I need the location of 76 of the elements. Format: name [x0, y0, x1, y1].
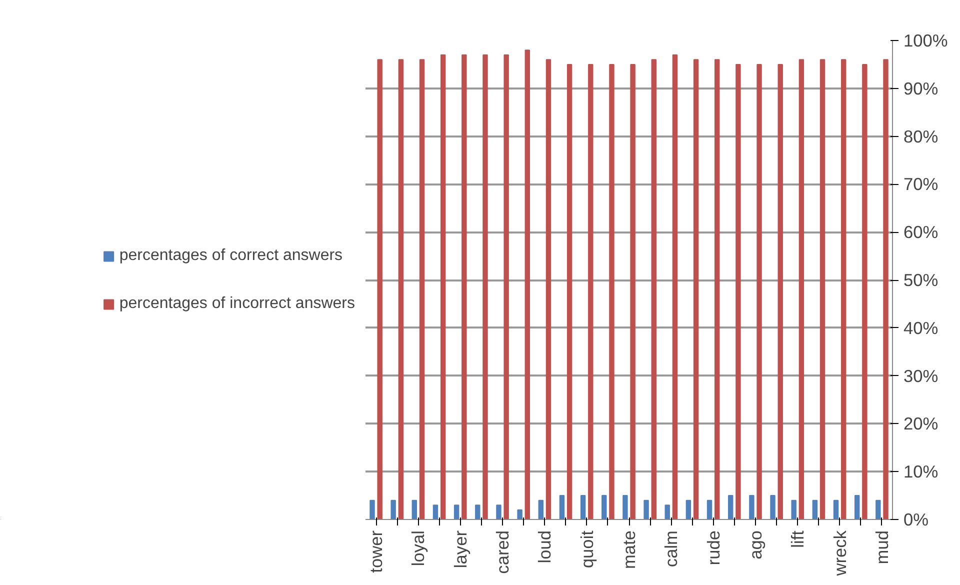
x-tick-label: tower [366, 530, 386, 573]
y-tick-label: 90% [904, 78, 938, 98]
x-tick-label: layer [450, 530, 470, 568]
x-tick-label: wreck [830, 530, 850, 577]
bar [496, 504, 502, 520]
bar [798, 59, 804, 520]
x-tick-label: quoit [576, 530, 597, 568]
bar [736, 64, 741, 520]
x-tick-label: loyal [408, 530, 428, 566]
bar [622, 495, 628, 520]
y-tick-label: 40% [904, 318, 938, 338]
y-tick-label: 30% [904, 366, 938, 386]
bar [580, 495, 586, 520]
bar [706, 500, 712, 520]
bar [504, 54, 509, 520]
bar [538, 500, 544, 520]
bar [524, 50, 530, 520]
x-tick-label: cared [492, 530, 513, 574]
bar [377, 59, 382, 520]
legend-label: percentages of correct answers [119, 246, 343, 264]
x-tick-label: mate [619, 530, 639, 570]
bar [651, 59, 656, 520]
x-tick-label: ago [745, 530, 766, 560]
bar [644, 500, 649, 520]
bar [749, 495, 754, 520]
bar [588, 64, 594, 520]
bar [440, 54, 446, 520]
bar [714, 59, 720, 520]
x-tick-label: lift [788, 530, 808, 548]
bar [693, 59, 699, 520]
x-tick-label: mud [872, 530, 892, 564]
bar [462, 54, 467, 520]
y-tick-label: 20% [904, 414, 938, 434]
y-tick-label: 0% [904, 510, 929, 530]
bar [778, 64, 783, 520]
bar [419, 59, 425, 520]
bar [883, 59, 888, 520]
x-tick-label: calm [661, 530, 682, 568]
bar [854, 495, 860, 520]
bar [546, 59, 552, 520]
x-tick-label: rude [703, 530, 724, 566]
y-tick-label: 60% [904, 222, 938, 242]
bar [370, 500, 375, 520]
bar [756, 64, 762, 520]
bar [770, 495, 776, 520]
bar [728, 495, 734, 520]
bar [862, 64, 868, 520]
bar [840, 59, 846, 520]
y-tick-label: 10% [904, 462, 938, 482]
legend-label: percentages of incorrect answers [119, 294, 355, 312]
x-tick-label: loud [534, 530, 555, 564]
y-tick-label: 80% [904, 126, 938, 146]
bar [454, 504, 460, 520]
bar [812, 500, 818, 520]
bar [432, 504, 438, 520]
bar [609, 64, 614, 520]
bar [602, 495, 607, 520]
bar [390, 500, 396, 520]
y-tick-label: 100% [904, 30, 948, 50]
bar [566, 64, 572, 520]
bar [482, 54, 488, 520]
bar [630, 64, 636, 520]
bar [876, 500, 881, 520]
y-tick-label: 70% [904, 174, 938, 194]
bar [475, 504, 480, 520]
bar [398, 59, 404, 520]
bar [412, 500, 418, 520]
bar [791, 500, 796, 520]
bar [559, 495, 565, 520]
bar [672, 54, 678, 520]
bar [833, 500, 839, 520]
bar [686, 500, 692, 520]
bar [664, 504, 670, 520]
bar [820, 59, 826, 520]
bar [517, 509, 522, 520]
y-tick-label: 50% [904, 270, 938, 290]
